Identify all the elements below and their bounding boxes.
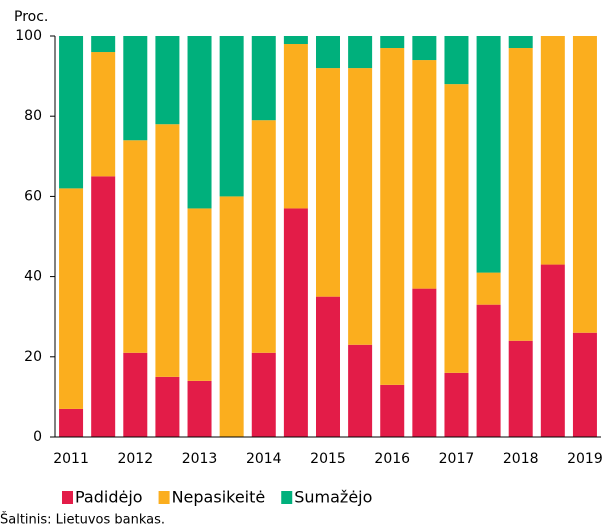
bar-segment — [59, 36, 84, 189]
legend-swatch — [281, 491, 293, 504]
y-tick-label: 20 — [24, 349, 42, 365]
bar-segment — [508, 36, 533, 49]
x-tick-label: 2013 — [182, 451, 218, 467]
bar-segment — [444, 36, 469, 85]
bar-segment — [316, 296, 340, 437]
bar-segment — [412, 288, 437, 437]
bar-segment — [187, 36, 212, 209]
bar-segment — [380, 384, 405, 437]
bar-segment — [251, 36, 276, 121]
bar-segment — [444, 372, 469, 437]
bar-segment — [380, 48, 405, 385]
x-tick-label: 2019 — [567, 451, 603, 467]
bar-segment — [540, 264, 565, 437]
bar-segment — [572, 36, 597, 333]
legend-label: Nepasikeitė — [172, 488, 266, 507]
bar-segment — [155, 36, 180, 125]
y-tick-label: 60 — [24, 188, 42, 204]
x-tick-label: 2016 — [374, 451, 410, 467]
bar-segment — [123, 352, 148, 437]
x-tick-label: 2018 — [503, 451, 539, 467]
legend-label: Sumažėjo — [294, 488, 372, 507]
bar-segment — [316, 36, 340, 69]
y-tick-label: 100 — [15, 28, 42, 44]
bar-segment — [572, 332, 597, 437]
bar-segment — [316, 68, 340, 297]
bar-segment — [444, 84, 469, 373]
y-tick-label: 0 — [33, 429, 42, 445]
bar-segment — [251, 120, 276, 353]
bar-segment — [123, 36, 148, 141]
bar-segment — [348, 68, 373, 345]
source: Šaltinis: Lietuvos bankas. — [0, 512, 165, 528]
bar-segment — [508, 48, 533, 341]
legend-label: Padidėjo — [75, 488, 143, 507]
bar-segment — [219, 36, 244, 197]
bar-segment — [476, 36, 501, 273]
bar-segment — [91, 176, 116, 437]
bar-segment — [412, 60, 437, 289]
bar-segment — [59, 188, 84, 409]
bar-segment — [283, 208, 308, 437]
bar-segment — [123, 140, 148, 353]
x-tick-label: 2015 — [310, 451, 346, 467]
bar-segment — [283, 36, 308, 45]
bar-segment — [476, 304, 501, 437]
bar-segment — [476, 272, 501, 305]
bar-segment — [155, 124, 180, 377]
y-tick-label: 40 — [24, 269, 42, 285]
x-tick-label: 2012 — [117, 451, 153, 467]
legend-swatch — [158, 491, 170, 504]
bar-segment — [348, 36, 373, 69]
bar-segment — [508, 340, 533, 437]
bar-segment — [540, 36, 565, 265]
y-tick-label: 80 — [24, 108, 42, 124]
bar-segment — [348, 344, 373, 437]
bar-segment — [155, 376, 180, 437]
y-axis-label: Proc. — [14, 9, 48, 25]
bar-segment — [251, 352, 276, 437]
bar-segment — [412, 36, 437, 61]
x-tick-label: 2017 — [439, 451, 475, 467]
bar-segment — [187, 208, 212, 381]
bar-segment — [219, 196, 244, 437]
bar-segment — [187, 380, 212, 437]
bar-segment — [283, 44, 308, 209]
x-tick-label: 2014 — [246, 451, 282, 467]
legend-swatch — [62, 491, 73, 504]
bar-segment — [91, 52, 116, 177]
bar-segment — [59, 408, 84, 437]
bar-segment — [380, 36, 405, 49]
x-tick-label: 2011 — [53, 451, 89, 467]
bar-segment — [91, 36, 116, 53]
